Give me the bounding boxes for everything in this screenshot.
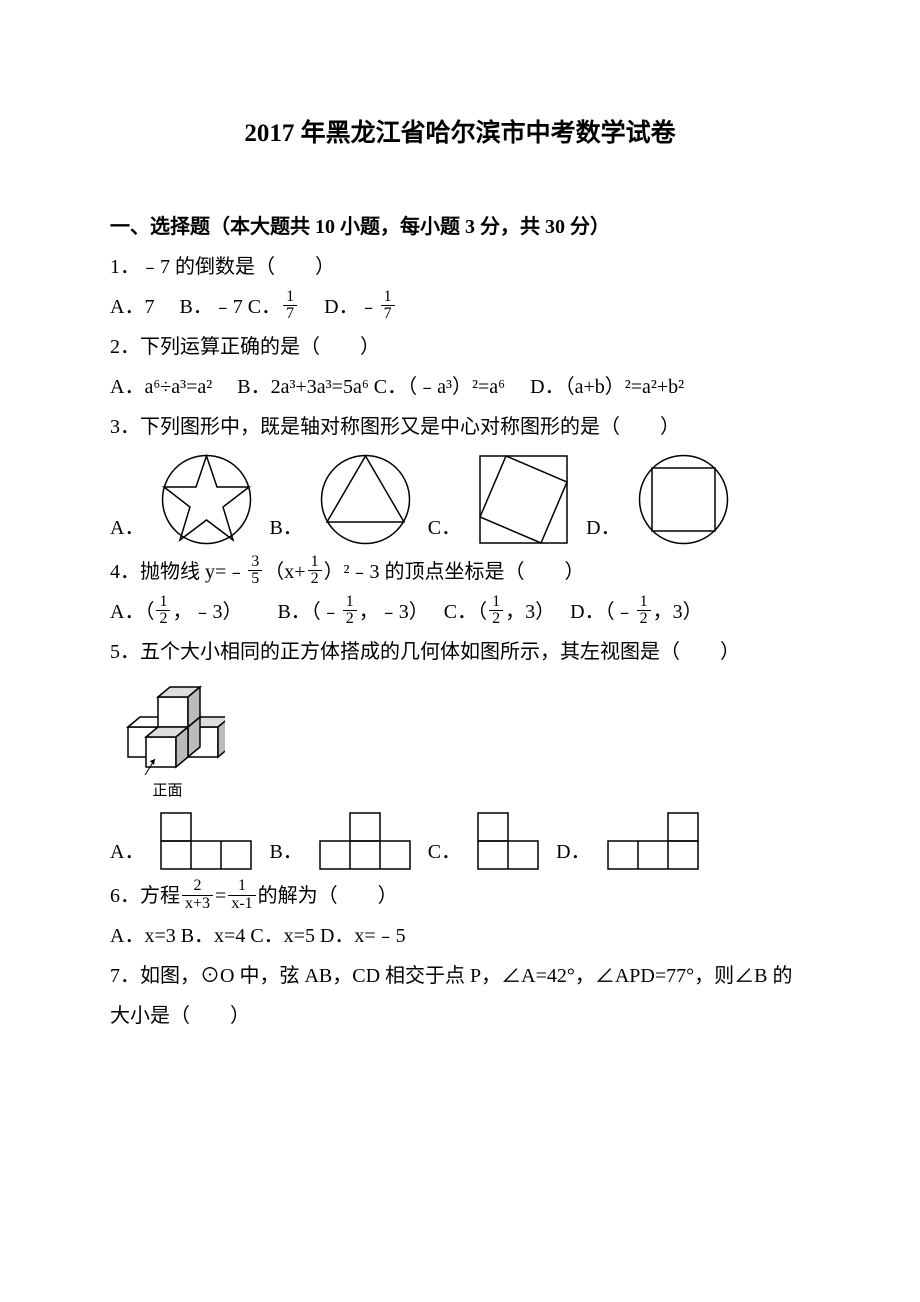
q3-label-a: A．: [110, 509, 144, 547]
q1-text: 1．﹣7 的倒数是（ ）: [110, 248, 810, 286]
fraction: 1x-1: [228, 878, 255, 913]
fraction: 12: [637, 594, 651, 629]
q3-figure-a-star-in-circle: [159, 452, 254, 547]
fraction: 12: [308, 554, 322, 589]
q1-opt-d-pre: D．﹣: [324, 296, 378, 318]
q2-opt-c: C．（﹣a³）²=a⁶: [374, 376, 505, 398]
q3-figures: A． B． C． D．: [110, 452, 810, 547]
cubes-svg: [110, 677, 225, 777]
q3-figure-d-square-in-circle: [636, 452, 731, 547]
exam-page: 2017 年黑龙江省哈尔滨市中考数学试卷 一、选择题（本大题共 10 小题，每小…: [0, 0, 920, 1302]
fraction: 17: [381, 289, 395, 324]
q3-figure-b-triangle-in-circle: [318, 452, 413, 547]
q3-label-d: D．: [586, 509, 620, 547]
q2-opt-d: D．（a+b）²=a²+b²: [530, 376, 684, 398]
q4-text: 4．抛物线 y=﹣35（x+12）²﹣3 的顶点坐标是（ ）: [110, 553, 810, 591]
q5-label-b: B．: [269, 833, 302, 871]
q5-figure-a: [159, 811, 254, 871]
q2-text: 2．下列运算正确的是（ ）: [110, 328, 810, 366]
q3-figure-c-tilted-square: [476, 452, 571, 547]
fraction: 12: [343, 594, 357, 629]
fraction: 35: [248, 554, 262, 589]
fraction: 12: [489, 594, 503, 629]
page-title: 2017 年黑龙江省哈尔滨市中考数学试卷: [110, 110, 810, 158]
q3-label-b: B．: [269, 509, 302, 547]
q5-options: A． B． C． D．: [110, 811, 810, 871]
q5-figure-c: [476, 811, 541, 871]
q1-opt-b: B．﹣7: [179, 296, 242, 318]
q7-line1: 7．如图，⊙O 中，弦 AB，CD 相交于点 P，∠A=42°，∠APD=77°…: [110, 957, 810, 995]
fraction: 17: [283, 289, 297, 324]
q6-options: A．x=3 B．x=4 C．x=5 D．x=﹣5: [110, 917, 810, 955]
q5-figure-b: [318, 811, 413, 871]
q5-label-d: D．: [556, 833, 590, 871]
q5-label-c: C．: [428, 833, 461, 871]
section-1-header: 一、选择题（本大题共 10 小题，每小题 3 分，共 30 分）: [110, 208, 810, 246]
q3-text: 3．下列图形中，既是轴对称图形又是中心对称图形的是（ ）: [110, 408, 810, 446]
fraction: 2x+3: [182, 878, 213, 913]
front-label: 正面: [110, 777, 225, 806]
fraction: 12: [156, 594, 170, 629]
q7-line2: 大小是（ ）: [110, 997, 810, 1035]
q1-options: A．7 B．﹣7 C．17 D．﹣17: [110, 288, 810, 326]
q1-opt-a: A．7: [110, 296, 154, 318]
q3-label-c: C．: [428, 509, 461, 547]
q1-opt-c-pre: C．: [248, 296, 281, 318]
q6-text: 6．方程2x+3=1x-1的解为（ ）: [110, 877, 810, 915]
q5-figure-d: [606, 811, 701, 871]
q5-text: 5．五个大小相同的正方体搭成的几何体如图所示，其左视图是（ ）: [110, 633, 810, 671]
q2-options: A．a⁶÷a³=a² B．2a³+3a³=5a⁶ C．（﹣a³）²=a⁶ D．（…: [110, 368, 810, 406]
q2-opt-b: B．2a³+3a³=5a⁶: [237, 376, 369, 398]
q5-cubes-figure: 正面: [110, 677, 810, 806]
q5-label-a: A．: [110, 833, 144, 871]
q2-opt-a: A．a⁶÷a³=a²: [110, 376, 212, 398]
q4-options: A．（12，﹣3） B．（﹣12，﹣3） C．（12，3） D．（﹣12，3）: [110, 593, 810, 631]
